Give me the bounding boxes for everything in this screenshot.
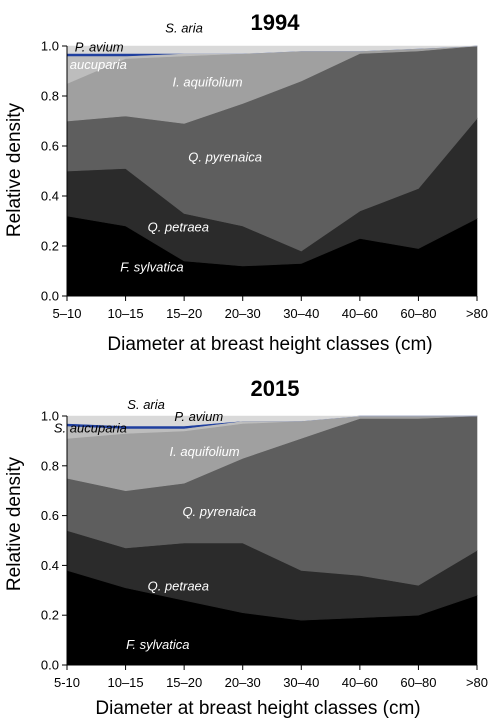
label-f-sylvatica: F. sylvatica [120,259,183,274]
x-tick-label: 10–15 [107,306,143,321]
label-i-aquifolium: I. aquifolium [173,74,243,89]
x-tick-label: 20–30 [225,306,261,321]
label-p-avium: P. avium [75,39,124,54]
x-tick-label: 30–40 [283,306,319,321]
area-layers [66,415,478,666]
y-tick-labels: 0.0 0.2 0.4 0.6 0.8 1.0 [41,39,67,304]
x-tick-label: 15–20 [166,675,202,690]
y-tick-label: 0.8 [41,458,59,473]
label-s-aucuparia: S. aucuparia [54,57,127,72]
label-f-sylvatica: F. sylvatica [126,637,189,652]
x-tick-label: 15–20 [166,306,202,321]
x-tick-label: 60–80 [400,306,436,321]
x-tick-label: 40–60 [342,306,378,321]
label-s-aria: S. aria [127,397,165,412]
area-s-aria [66,415,477,427]
species-labels: S. aria P. avium S. aucuparia I. aquifolium… [54,397,256,652]
x-tick-label: >80 [466,675,488,690]
label-q-pyrenaica: Q. pyrenaica [188,149,262,164]
chart-title: 2015 [251,376,300,401]
label-s-aucuparia: S. aucuparia [54,421,127,436]
label-q-pyrenaica: Q. pyrenaica [182,504,256,519]
x-axis-label: Diameter at breast height classes (cm) [107,334,432,355]
x-tick-label: >80 [466,306,488,321]
area-layers [66,45,478,297]
x-tick-label: 30–40 [283,675,319,690]
species-labels: S. aria P. avium S. aucuparia I. aquifolium… [54,21,262,275]
label-p-avium: P. avium [174,409,223,424]
x-tick-label: 60–80 [400,675,436,690]
y-tick-label: 0.6 [41,508,59,523]
x-tick-labels: 5–10 10–15 15–20 20–30 30–40 40–60 60–80 >80 [53,296,488,321]
y-tick-label: 0.0 [41,658,59,673]
axes [66,46,477,297]
chart-title: 1994 [251,10,301,35]
area-s-aria [66,45,478,54]
y-tick-label: 0.4 [41,189,59,204]
x-tick-labels: 5-10 10–15 15–20 20–30 30–40 40–60 60–80 >80 [54,665,488,690]
y-tick-label: 0.6 [41,139,59,154]
label-q-petraea: Q. petraea [148,579,209,594]
chart-1994: 1994 S. aria P. avium S. aucuparia I. aquif… [4,10,488,355]
y-tick-label: 0.8 [41,89,59,104]
label-q-petraea: Q. petraea [148,219,209,234]
y-tick-label: 0.0 [41,289,59,304]
y-tick-label: 1.0 [41,409,59,424]
x-tick-label: 10–15 [107,675,143,690]
chart-2015: 2015 S. aria P. avium S. aucuparia I. aquif… [4,376,488,719]
x-tick-label: 40–60 [342,675,378,690]
y-tick-label: 0.4 [41,558,59,573]
y-tick-labels: 0.0 0.2 0.4 0.6 0.8 1.0 [41,409,67,673]
y-tick-label: 0.2 [41,608,59,623]
y-axis-label: Relative density [4,102,25,237]
x-tick-label: 20–30 [225,675,261,690]
label-s-aria: S. aria [165,21,203,36]
y-tick-label: 0.2 [41,239,59,254]
y-tick-label: 1.0 [41,39,59,54]
x-axis-label: Diameter at breast height classes (cm) [95,698,420,719]
axes [66,416,477,666]
label-i-aquifolium: I. aquifolium [170,444,240,459]
x-tick-label: 5–10 [53,306,82,321]
x-tick-label: 5-10 [54,675,80,690]
y-axis-label: Relative density [4,456,25,591]
